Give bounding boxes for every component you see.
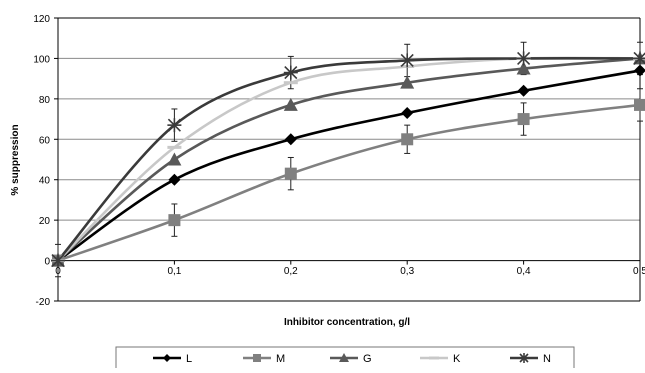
y-tick-label: 80	[39, 95, 51, 106]
error-bars	[55, 41, 643, 278]
y-tick-label: 0	[44, 257, 50, 268]
data-point-N	[516, 51, 531, 66]
data-point-N	[167, 118, 182, 133]
legend-item-G: G	[330, 353, 372, 365]
y-tick-label: 100	[33, 54, 50, 65]
legend-item-N: N	[510, 353, 551, 365]
y-tick-label: -20	[36, 297, 51, 308]
data-point-N	[283, 65, 298, 80]
legend-label-M: M	[276, 353, 285, 365]
x-tick-label: 0,2	[284, 266, 298, 277]
x-tick-label: 0,1	[167, 266, 181, 277]
data-point-L	[634, 64, 645, 77]
legend-marker-M	[253, 354, 261, 362]
legend-marker-G	[339, 353, 349, 362]
tick-labels: -20 0 20 40 60 80 100 120 0 0,1 0,2 0,3 0,4 0,5	[33, 14, 645, 308]
legend-label-K: K	[453, 353, 461, 365]
y-tick-label: 120	[33, 14, 50, 25]
data-point-M	[634, 98, 645, 111]
data-point-G	[167, 152, 182, 166]
data-point-G	[283, 97, 298, 111]
x-tick-label: 0,5	[633, 266, 645, 277]
data-point-L	[517, 84, 530, 97]
series-line-M	[57, 103, 641, 262]
data-point-N	[51, 253, 65, 268]
data-point-N	[400, 53, 415, 68]
y-tick-label: 60	[39, 135, 51, 146]
data-point-G	[400, 75, 415, 89]
y-axis-title: % suppression	[10, 124, 21, 195]
legend-item-K: K	[420, 353, 461, 365]
data-point-L	[168, 173, 181, 186]
series-line-G	[57, 57, 641, 262]
data-point-G	[516, 61, 531, 75]
legend-label-N: N	[543, 353, 551, 365]
axes	[54, 17, 641, 302]
legend-item-M: M	[243, 353, 285, 365]
legend-label-L: L	[186, 353, 192, 365]
data-point-M	[517, 113, 530, 126]
data-point-M	[284, 167, 297, 180]
data-point-L	[401, 107, 414, 120]
x-tick-label: 0,4	[517, 266, 531, 277]
series-lines	[57, 56, 641, 262]
x-axis-title: Inhibitor concentration, g/l	[284, 317, 410, 328]
gridlines	[58, 17, 640, 302]
legend-label-G: G	[363, 353, 372, 365]
data-point-M	[168, 214, 181, 227]
legend-marker-L	[163, 354, 171, 362]
series-line-L	[57, 69, 641, 262]
y-tick-label: 20	[39, 216, 51, 227]
data-point-M	[401, 133, 414, 146]
x-tick-label: 0,3	[400, 266, 414, 277]
x-tick-label: 0	[55, 266, 61, 277]
data-point-L	[284, 133, 297, 146]
y-tick-label: 40	[39, 176, 51, 187]
legend-marker-N	[519, 353, 529, 363]
data-markers	[51, 51, 645, 268]
legend-item-L: L	[153, 353, 192, 365]
data-point-N	[633, 51, 645, 66]
